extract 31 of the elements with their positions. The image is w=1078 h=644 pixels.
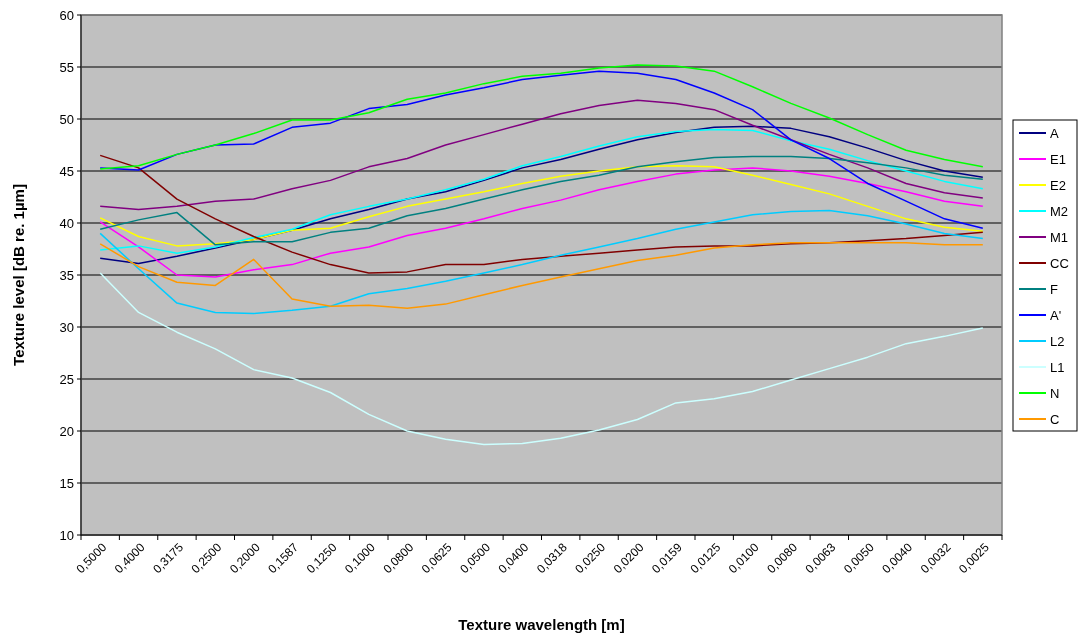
- legend-label: C: [1050, 411, 1060, 427]
- legend-label: A: [1050, 125, 1059, 141]
- legend-label: M2: [1050, 203, 1069, 219]
- legend-label: A': [1050, 307, 1062, 323]
- y-tick-label: 45: [59, 163, 74, 179]
- y-tick-label: 50: [59, 111, 74, 127]
- y-tick-label: 40: [59, 215, 74, 231]
- line-series: [99, 242, 984, 310]
- y-tick-label: 20: [59, 423, 74, 439]
- line-series: [99, 99, 984, 211]
- x-axis-title: Texture wavelength [m]: [458, 616, 625, 633]
- line-series: [99, 209, 984, 315]
- line-series: [99, 64, 984, 170]
- line-series: [99, 272, 984, 446]
- legend-label: E2: [1050, 177, 1066, 193]
- y-tick-label: 25: [59, 371, 74, 387]
- y-axis-title: Texture level [dB re. 1µm]: [10, 184, 27, 366]
- legend-label: F: [1050, 281, 1058, 297]
- legend-label: CC: [1050, 255, 1069, 271]
- y-tick-label: 55: [59, 59, 74, 75]
- line-series: [99, 70, 984, 229]
- y-tick-label: 30: [59, 319, 74, 335]
- y-tick-label: 10: [59, 527, 74, 543]
- legend-label: E1: [1050, 151, 1066, 167]
- y-tick-label: 60: [59, 7, 74, 23]
- legend-label: L2: [1050, 333, 1065, 349]
- legend-label: L1: [1050, 359, 1065, 375]
- legend-label: M1: [1050, 229, 1069, 245]
- y-tick-label: 35: [59, 267, 74, 283]
- legend-label: N: [1050, 385, 1060, 401]
- y-tick-label: 15: [59, 475, 74, 491]
